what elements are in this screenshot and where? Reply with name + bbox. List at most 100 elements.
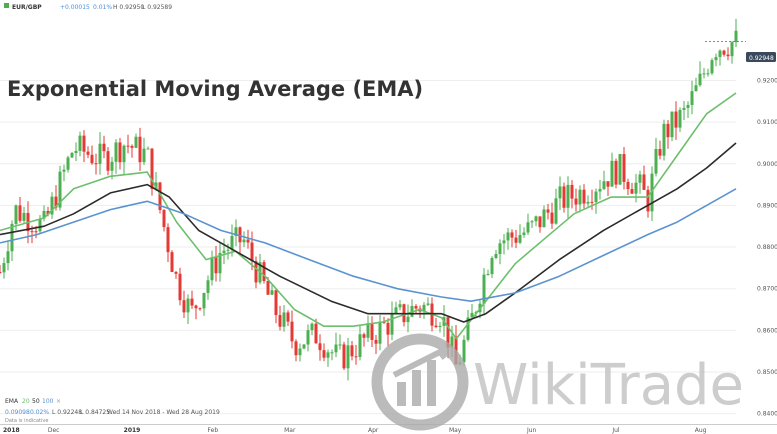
candle-body — [606, 181, 610, 187]
candle — [718, 49, 722, 66]
candle-body — [6, 251, 10, 264]
candle-body — [330, 352, 334, 354]
candle-body — [694, 85, 698, 92]
candle-body — [698, 73, 702, 86]
candle-body — [110, 161, 114, 171]
candle-body — [298, 348, 302, 356]
candle-body — [570, 184, 574, 199]
date-range: Wed 14 Nov 2018 - Wed 28 Aug 2019 — [107, 409, 220, 416]
candle — [686, 101, 690, 119]
candle — [334, 332, 338, 358]
candle — [242, 231, 246, 248]
candle — [534, 215, 538, 227]
candle-body — [342, 344, 346, 369]
candle — [466, 310, 470, 342]
candle-body — [62, 169, 66, 172]
candle — [674, 101, 678, 140]
last-price-label: 0.92948 — [749, 55, 774, 62]
candle — [606, 181, 610, 196]
candle — [390, 301, 394, 341]
candle-body — [594, 191, 598, 203]
candle-body — [198, 308, 202, 310]
candle — [678, 107, 682, 132]
candle — [274, 287, 278, 324]
candle-body — [718, 50, 722, 58]
candle — [386, 318, 390, 347]
watermark: WikiTrade — [371, 333, 744, 431]
candle-body — [510, 232, 514, 238]
candle-body — [734, 30, 738, 43]
candle — [426, 297, 430, 307]
candle — [486, 269, 490, 276]
candle-body — [122, 145, 126, 163]
candle — [326, 349, 330, 367]
candle — [642, 165, 646, 191]
candle — [350, 340, 354, 361]
candle — [574, 188, 578, 212]
candle — [250, 231, 254, 271]
candle — [294, 339, 298, 362]
candle-body — [446, 317, 450, 348]
candle-body — [38, 218, 42, 232]
candle-body — [150, 148, 154, 189]
indicator-pct: 0.02% — [30, 409, 49, 416]
candle-body — [326, 352, 330, 358]
x-tick-label: Jul — [611, 427, 620, 434]
candle — [106, 147, 110, 176]
candle-body — [126, 145, 130, 147]
candle-body — [538, 216, 542, 228]
candle — [370, 316, 374, 348]
candle — [206, 275, 210, 300]
candle-body — [138, 136, 142, 163]
candle-body — [162, 209, 166, 228]
candle-body — [218, 252, 222, 274]
candle-body — [302, 344, 306, 349]
candle — [66, 155, 70, 173]
ema-period-20[interactable]: 20 — [22, 398, 30, 405]
candle — [558, 176, 562, 210]
symbol-label[interactable]: EUR/GBP — [12, 4, 42, 11]
indicator-close-icon[interactable]: × — [56, 398, 61, 405]
candle-body — [322, 350, 326, 358]
candle-body — [558, 186, 562, 199]
candle-body — [70, 152, 74, 158]
candle-body — [66, 157, 70, 170]
candle — [302, 344, 306, 350]
candle — [698, 61, 702, 87]
candle — [310, 322, 314, 336]
candle — [178, 267, 182, 306]
candle — [518, 224, 522, 245]
candle-body — [202, 292, 206, 309]
candle-body — [386, 322, 390, 335]
ema-period-100[interactable]: 100 — [42, 398, 54, 405]
candle-body — [242, 239, 246, 243]
candle — [98, 132, 102, 175]
candle — [94, 153, 98, 175]
candle-body — [514, 237, 518, 243]
candle — [374, 335, 378, 355]
candle — [690, 80, 694, 115]
candle-body — [58, 171, 62, 208]
candle — [438, 322, 442, 333]
indicator-label[interactable]: EMA — [5, 398, 19, 405]
high-value: H 0.92950 — [113, 4, 144, 11]
candle-body — [518, 235, 522, 243]
candle — [102, 135, 106, 159]
candle-body — [338, 344, 342, 346]
candle — [322, 343, 326, 362]
candle-body — [286, 312, 290, 322]
candle-body — [582, 189, 586, 204]
candle-body — [222, 250, 226, 253]
candle-body — [262, 262, 266, 281]
candle — [270, 283, 274, 296]
candle — [282, 304, 286, 332]
ema-period-50[interactable]: 50 — [32, 398, 40, 405]
candle-body — [494, 254, 498, 259]
candle — [202, 292, 206, 316]
candle-body — [282, 312, 286, 327]
candle-body — [366, 323, 370, 338]
candle-body — [714, 57, 718, 61]
